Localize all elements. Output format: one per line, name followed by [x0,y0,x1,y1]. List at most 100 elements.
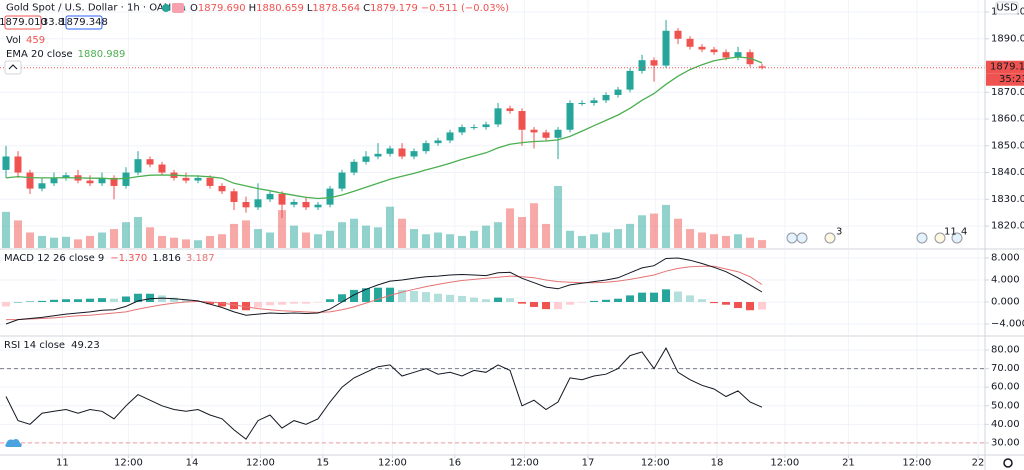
volume-bar [722,235,731,248]
event-flag[interactable] [796,232,808,244]
candle-body [386,148,394,154]
volume-bar [110,229,119,248]
macd-histogram-bar [362,288,371,302]
signal-value: 3.187 [186,253,215,264]
ema-value: 1880.989 [78,49,126,60]
macd-histogram-bar [170,297,179,302]
candle-body [626,70,634,90]
volume-bar [230,223,239,248]
settings-icon[interactable] [1003,458,1013,468]
currency[interactable]: USD [996,3,1018,14]
macd-histogram-bar [422,292,431,302]
sell-button[interactable] [4,15,42,30]
candle-body [458,127,466,133]
macd-histogram-bar [110,298,119,302]
candle-body [218,185,226,192]
y-tick-label: 1840.000 [991,167,1024,178]
volume-bar [614,229,623,248]
macd-histogram-bar [230,301,239,310]
cloud-icon[interactable] [5,439,22,447]
volume-bar [314,234,323,248]
candle-body [146,159,154,165]
y-tick-label: 40.00 [991,419,1020,430]
event-flag[interactable] [934,232,946,244]
x-tick-label: 21 [842,458,855,469]
macd-histogram-bar [290,301,299,304]
candle-body [698,46,706,50]
macd-histogram-bar [86,298,95,302]
macd-histogram-bar [554,301,563,310]
macd-histogram-bar [470,297,479,302]
candle-body [134,159,142,173]
currency-box[interactable] [995,1,1019,15]
candle-body [578,102,586,104]
macd-histogram-bar [50,299,59,302]
x-tick-label: 12:00 [114,458,143,469]
volume-bar [218,234,227,248]
ema-title: EMA 20 close [6,49,73,60]
volume-bar [38,235,47,248]
macd-histogram-bar [746,301,755,311]
candle-body [2,156,10,170]
candle-body [110,177,118,186]
y-tick-label: 1850.000 [991,140,1024,151]
macd-histogram-bar [374,287,383,302]
sell-price[interactable]: 1879.010 [0,17,47,28]
ohlc-key: O [190,3,198,14]
macd-histogram-bar [542,301,551,310]
volume-bar [758,240,767,248]
buy-button[interactable] [65,15,103,30]
event-flag[interactable] [824,232,836,244]
candle-body [650,60,658,66]
volume-bar [62,236,71,248]
macd-histogram-bar [146,293,155,302]
event-flag[interactable] [951,232,963,244]
volume-bar [362,225,371,248]
event-flag[interactable] [786,232,798,244]
volume-bar [410,229,419,248]
candle-body [410,151,418,157]
macd-histogram-bar [98,298,107,302]
y-tick-label: 0.000 [991,296,1020,307]
candle-body [602,94,610,101]
volume-bar [122,222,131,248]
volume-bar [422,234,431,248]
marks [0,20,985,440]
macd-title: MACD 12 26 close 9 [4,253,104,264]
volume-bar [518,217,527,248]
countdown: 35:23 [999,74,1024,85]
macd-histogram-bar [386,287,395,302]
ohlc-legend: O1879.690 H1880.659 L1878.564 C1879.179 −0.5… [190,3,509,14]
candle-body [662,30,670,66]
y-tick-label: −4.000 [991,318,1024,329]
candle-body [314,204,322,208]
event-flag[interactable] [916,232,928,244]
candle-body [674,30,682,39]
candle-body [266,193,274,200]
macd-histogram-bar [266,301,275,306]
x-tick-label: 12:00 [510,458,539,469]
volume-bar [530,203,539,248]
candle-body [482,124,490,128]
macd-histogram-bar [758,301,767,310]
macd-histogram-bar [38,300,47,302]
macd-histogram-bar [518,301,527,304]
x-tick-label: 15 [316,458,329,469]
macd-histogram-bar [482,299,491,302]
volume-value: 459 [26,35,45,46]
buy-price[interactable]: 1879.348 [60,17,108,28]
collapse-button[interactable] [4,60,22,75]
x-tick-label: 12:00 [378,458,407,469]
volume-bar [662,204,671,248]
candle-body [278,193,286,205]
volume-bar [638,215,647,248]
y-tick-label: 1870.000 [991,87,1024,98]
y-tick-label: 1820.000 [991,221,1024,232]
macd-histogram-bar [602,299,611,302]
volume-bar [134,217,143,248]
ohlc-value: 1879.690 [198,3,246,14]
ohlc-value: 1878.564 [312,3,360,14]
collapse-icon[interactable] [8,64,18,70]
volume-bar [266,232,275,248]
candle-body [710,49,718,53]
